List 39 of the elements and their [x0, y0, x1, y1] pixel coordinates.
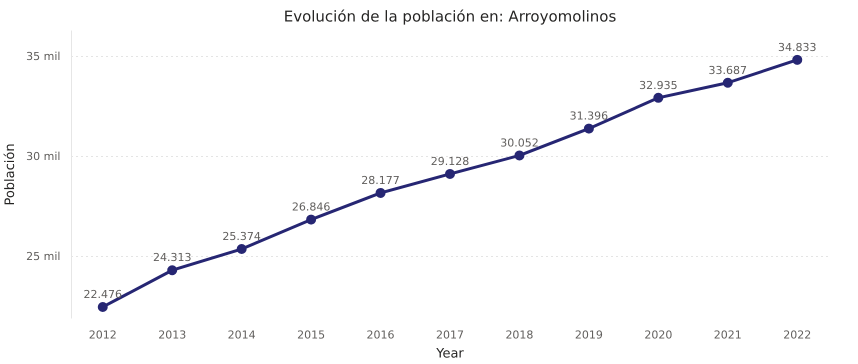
- data-label: 30.052: [500, 136, 539, 150]
- x-axis-title: Year: [435, 346, 464, 362]
- data-label: 32.935: [639, 78, 678, 92]
- data-label: 25.374: [222, 230, 261, 244]
- point: [722, 78, 733, 88]
- point: [376, 188, 386, 198]
- x-tick-label: 2020: [644, 328, 672, 342]
- x-tick-label: 2021: [714, 328, 742, 342]
- data-label: 26.846: [292, 200, 330, 214]
- chart-title: Evolución de la población en: Arroyomolinos: [284, 8, 616, 26]
- x-tick-label: 2022: [783, 328, 812, 342]
- x-tick-label: 2013: [158, 328, 186, 342]
- x-tick-label: 2019: [574, 328, 603, 342]
- x-tick-label: 2012: [88, 328, 117, 342]
- data-label: 24.313: [152, 251, 192, 264]
- data-label: 22.476: [84, 288, 122, 301]
- y-tick-label: 35 mil: [26, 50, 61, 63]
- data-label: 31.396: [570, 110, 608, 123]
- x-tick-label: 2014: [228, 328, 256, 342]
- y-tick-label: 30 mil: [26, 150, 61, 163]
- y-tick-label: 25 mil: [26, 250, 61, 263]
- data-label: 28.177: [361, 174, 400, 187]
- y-axis-title: Población: [3, 143, 18, 206]
- point: [167, 265, 178, 276]
- data-label: 29.128: [430, 154, 470, 168]
- point: [584, 124, 594, 134]
- point: [653, 92, 664, 103]
- x-tick-label: 2018: [505, 328, 534, 342]
- data-label: 34.833: [778, 40, 817, 54]
- point: [445, 168, 455, 179]
- x-tick-label: 2016: [366, 328, 395, 342]
- point: [792, 54, 802, 65]
- x-tick-label: 2017: [436, 328, 464, 342]
- point: [98, 302, 108, 312]
- x-tick-label: 2015: [297, 328, 326, 342]
- point: [306, 214, 316, 225]
- point: [236, 244, 247, 254]
- data-label: 33.687: [708, 64, 748, 77]
- point: [514, 150, 524, 160]
